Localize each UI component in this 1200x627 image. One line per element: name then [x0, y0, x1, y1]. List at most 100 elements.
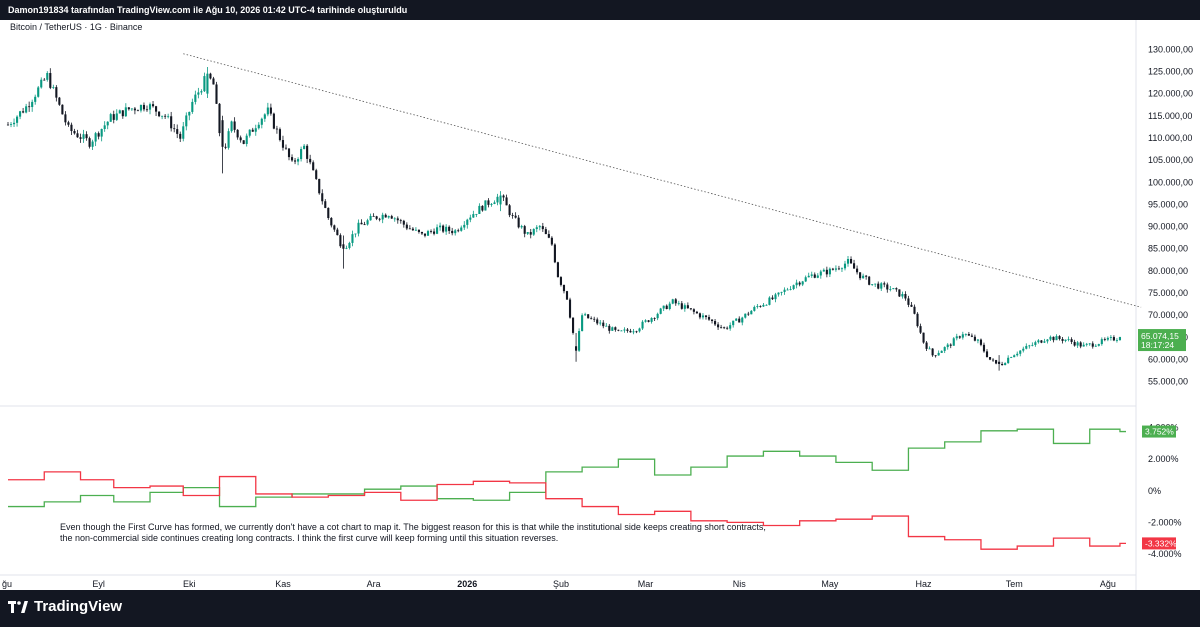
candle-body: [284, 147, 288, 149]
candle-body: [399, 220, 402, 222]
footer: TradingView: [0, 590, 1200, 627]
candle-body: [378, 218, 381, 220]
candle-body: [34, 96, 37, 102]
candle-body: [321, 193, 324, 202]
candle-body: [982, 344, 986, 352]
candle-body: [726, 327, 729, 329]
candle-body: [85, 134, 88, 139]
candle-body: [753, 306, 756, 311]
candle-body: [575, 346, 578, 351]
candle-body: [1118, 337, 1122, 341]
candle-body: [1115, 340, 1118, 341]
candle-body: [880, 283, 883, 289]
candle-body: [248, 129, 251, 136]
candle-body: [269, 107, 272, 114]
candle-body: [901, 294, 904, 297]
candle-body: [218, 103, 221, 134]
candle-body: [484, 200, 487, 211]
candle-body: [877, 283, 880, 289]
candle-body: [339, 235, 342, 247]
candle-body: [227, 131, 230, 148]
candle-body: [532, 229, 535, 235]
red-value-badge: [1142, 537, 1176, 550]
candle-body: [372, 215, 375, 217]
chart-svg[interactable]: Bitcoin / TetherUS · 1G · Binance 130.000…: [0, 20, 1200, 590]
candle-body: [816, 275, 819, 278]
candle-body: [345, 247, 348, 249]
red-value-label: -3.332%: [1145, 538, 1177, 548]
candle-body: [115, 113, 118, 120]
candle-body: [161, 115, 164, 117]
candle-body: [964, 333, 967, 335]
price-axis-tick: 75.000,00: [1148, 288, 1188, 298]
candle-body: [710, 319, 714, 322]
candle-body: [514, 215, 517, 218]
candle-body: [16, 116, 19, 123]
time-axis-tick: May: [821, 579, 839, 589]
tradingview-logo[interactable]: TradingView: [8, 598, 122, 615]
candle-body: [454, 230, 457, 234]
candle-body: [417, 229, 420, 232]
candle-body: [369, 215, 372, 221]
candle-body: [499, 195, 502, 205]
candle-body: [236, 129, 239, 138]
candle-body: [348, 242, 351, 248]
candle-body: [949, 344, 952, 346]
candle-body: [414, 229, 417, 231]
candle-body: [559, 277, 563, 285]
candle-body: [783, 289, 786, 292]
candle-body: [868, 276, 871, 285]
candle-body: [12, 122, 16, 125]
candle-body: [197, 92, 200, 95]
candle-body: [641, 321, 644, 329]
candle-body: [170, 116, 173, 129]
candle-body: [732, 320, 735, 326]
candle-body: [164, 115, 167, 117]
candle-body: [744, 313, 747, 318]
green-step-line: [8, 428, 1126, 508]
price-axis-tick: 120.000,00: [1148, 89, 1193, 99]
candle-body: [529, 232, 532, 235]
candle-body: [581, 315, 584, 332]
candle-body: [505, 197, 508, 206]
candle-body: [224, 146, 227, 148]
candle-body: [423, 233, 427, 236]
candle-body: [668, 303, 671, 310]
candle-body: [571, 317, 575, 333]
last-price-label: 65.074,15: [1141, 331, 1179, 341]
indicator-axis-tick: -4.000%: [1148, 549, 1182, 559]
candle-body: [173, 128, 176, 130]
candle-body: [233, 121, 236, 130]
candle-body: [837, 268, 841, 270]
candle-body: [813, 274, 816, 278]
candle-body: [31, 101, 34, 107]
candle-body: [526, 232, 529, 234]
candle-body: [363, 224, 366, 226]
candle-body: [1064, 339, 1067, 341]
candle-body: [683, 305, 686, 309]
candle-body: [925, 342, 928, 349]
candle-body: [1001, 363, 1004, 366]
candle-body: [701, 315, 705, 318]
candle-body: [692, 309, 695, 312]
candle-body: [665, 305, 668, 310]
candle-body: [777, 292, 780, 295]
indicator-axis-tick: 2.000%: [1148, 454, 1179, 464]
candle-body: [384, 214, 387, 218]
candle-body: [1103, 339, 1106, 340]
candle-body: [1004, 363, 1007, 366]
candle-body: [185, 115, 188, 127]
candle-body: [659, 308, 662, 314]
candle-body: [82, 134, 85, 139]
candle-body: [587, 314, 590, 319]
indicator-axis-tick: 0%: [1148, 486, 1161, 496]
chart-header: Damon191834 tarafından TradingView.com i…: [0, 0, 1200, 20]
chart-area[interactable]: Bitcoin / TetherUS · 1G · Binance 130.000…: [0, 20, 1200, 590]
candle-body: [318, 178, 321, 194]
candle-body: [64, 114, 67, 123]
candle-body: [133, 108, 136, 111]
candle-body: [145, 109, 149, 111]
candle-body: [762, 304, 765, 307]
candle-body: [629, 330, 632, 333]
candle-body: [426, 231, 430, 236]
